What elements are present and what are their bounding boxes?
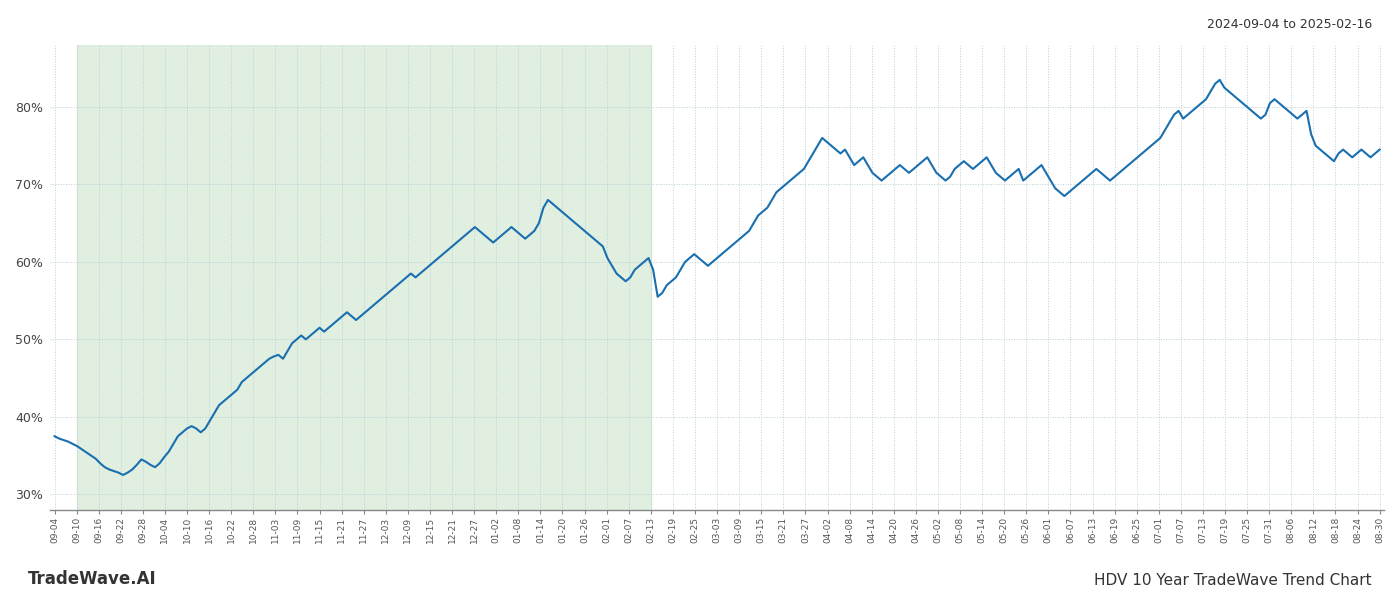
Text: HDV 10 Year TradeWave Trend Chart: HDV 10 Year TradeWave Trend Chart [1095,573,1372,588]
Bar [77,45,651,510]
Text: 2024-09-04 to 2025-02-16: 2024-09-04 to 2025-02-16 [1207,18,1372,31]
Text: TradeWave.AI: TradeWave.AI [28,570,157,588]
